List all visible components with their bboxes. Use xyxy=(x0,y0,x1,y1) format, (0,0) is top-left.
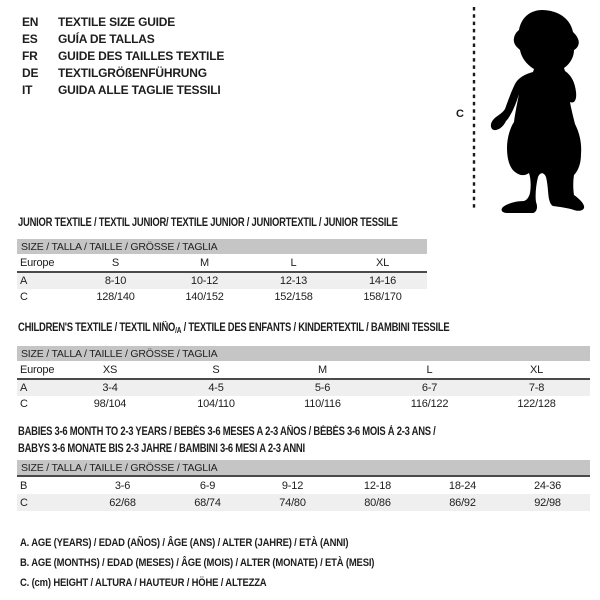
guide-title-en: TEXTILE SIZE GUIDE xyxy=(58,14,176,29)
lang-row-fr: FR GUIDE DES TAILLES TEXTILE xyxy=(22,47,224,64)
col-header-m: M xyxy=(269,361,376,380)
cell-value: 7-8 xyxy=(483,379,591,396)
size-bar: SIZE / TALLA / TAILLE / GRÖSSE / TAGLIA xyxy=(17,239,428,254)
babies-heading-line1: BABIES 3-6 MONTH TO 2-3 YEARS / BEBÉS 3-… xyxy=(18,426,436,438)
cell-value: 62/68 xyxy=(80,494,165,511)
babies-section-heading: BABIES 3-6 MONTH TO 2-3 YEARS / BEBÉS 3-… xyxy=(18,424,436,458)
column-header-row: Europe S M L XL xyxy=(17,254,428,273)
cell-value: 80/86 xyxy=(335,494,420,511)
children-section-heading: CHILDREN'S TEXTILE / TEXTIL NIÑO/A / TEX… xyxy=(18,322,450,337)
cell-value: 110/116 xyxy=(304,398,341,410)
lang-row-de: DE TEXTILGRÖßENFÜHRUNG xyxy=(22,64,224,81)
col-header-s: S xyxy=(71,254,160,273)
size-bar-label: SIZE / TALLA / TAILLE / GRÖSSE / TAGLIA xyxy=(17,346,591,361)
cell-value: 74/80 xyxy=(250,494,335,511)
row-label: A xyxy=(17,272,71,289)
row-label: C xyxy=(20,291,28,303)
cell-value: 24-36 xyxy=(533,479,562,492)
cell-value: 6-7 xyxy=(376,379,483,396)
cell-value: 18-24 xyxy=(448,479,477,492)
toddler-silhouette-icon xyxy=(490,10,585,213)
column-header-row: Europe XS S M L XL xyxy=(17,361,591,380)
col-header-europe: Europe xyxy=(17,254,71,273)
lang-code: DE xyxy=(22,65,39,80)
cell-value: 4-5 xyxy=(163,379,269,396)
cell-value: 8-10 xyxy=(71,272,160,289)
cell-value: 122/128 xyxy=(517,398,556,410)
cell-value: 158/170 xyxy=(363,291,402,303)
size-bar-label: SIZE / TALLA / TAILLE / GRÖSSE / TAGLIA xyxy=(17,239,428,254)
language-title-list: EN TEXTILE SIZE GUIDE ES GUÍA DE TALLAS … xyxy=(22,13,224,98)
size-bar: SIZE / TALLA / TAILLE / GRÖSSE / TAGLIA xyxy=(17,460,591,477)
lang-code: EN xyxy=(22,14,39,29)
table-row-height: C 62/68 68/74 74/80 80/86 86/92 92/98 xyxy=(17,494,591,511)
table-row-age: A 3-4 4-5 5-6 6-7 7-8 xyxy=(17,379,591,396)
children-heading-subscript: /A xyxy=(175,326,182,335)
lang-row-en: EN TEXTILE SIZE GUIDE xyxy=(22,13,224,30)
size-bar: SIZE / TALLA / TAILLE / GRÖSSE / TAGLIA xyxy=(17,346,591,361)
legend-notes: A. AGE (YEARS) / EDAD (AÑOS) / ÂGE (ANS)… xyxy=(20,533,432,593)
cell-value: 12-13 xyxy=(249,272,338,289)
children-heading-pre: CHILDREN'S TEXTILE / TEXTIL NIÑO xyxy=(18,322,176,334)
table-row-height: C 98/104 104/110 110/116 116/122 122/128 xyxy=(17,396,590,412)
table-row-months: B 3-6 6-9 9-12 12-18 18-24 24-36 xyxy=(17,476,590,494)
guide-title-es: GUÍA DE TALLAS xyxy=(58,31,155,46)
cell-value: 92/98 xyxy=(505,494,591,511)
row-label: B xyxy=(20,479,28,492)
lang-row-es: ES GUÍA DE TALLAS xyxy=(22,30,224,47)
cell-value: 86/92 xyxy=(420,494,505,511)
babies-heading-line2: BABYS 3-6 MONATE BIS 2-3 JAHRE / BAMBINI… xyxy=(18,443,305,455)
cell-value: 152/158 xyxy=(274,291,313,303)
cell-value: 3-4 xyxy=(57,379,163,396)
babies-size-table: SIZE / TALLA / TAILLE / GRÖSSE / TAGLIA … xyxy=(17,460,591,511)
col-header-xl: XL xyxy=(338,254,428,273)
lang-code: ES xyxy=(22,31,38,46)
table-row-age: A 8-10 10-12 12-13 14-16 xyxy=(17,272,428,289)
row-label: C xyxy=(20,398,28,410)
row-label: A xyxy=(17,379,57,396)
cell-value: 104/110 xyxy=(197,398,235,410)
height-marker-label: C xyxy=(456,108,464,120)
table-row-height: C 128/140 140/152 152/158 158/170 xyxy=(17,289,427,305)
cell-value: 128/140 xyxy=(96,291,135,303)
note-age-years: A. AGE (YEARS) / EDAD (AÑOS) / ÂGE (ANS)… xyxy=(20,537,349,549)
col-header-m: M xyxy=(160,254,249,273)
guide-title-de: TEXTILGRÖßENFÜHRUNG xyxy=(58,65,207,80)
cell-value: 9-12 xyxy=(281,479,304,492)
cell-value: 10-12 xyxy=(160,272,249,289)
children-heading-post: / TEXTILE DES ENFANTS / KINDERTEXTIL / B… xyxy=(181,322,450,334)
children-size-table: SIZE / TALLA / TAILLE / GRÖSSE / TAGLIA … xyxy=(17,346,591,412)
col-header-xl: XL xyxy=(483,361,591,380)
cell-value: 116/122 xyxy=(410,398,449,410)
height-dashed-line xyxy=(472,7,476,211)
cell-value: 14-16 xyxy=(338,272,428,289)
cell-value: 98/104 xyxy=(93,398,127,410)
col-header-l: L xyxy=(376,361,483,380)
cell-value: 6-9 xyxy=(199,479,216,492)
lang-code: IT xyxy=(22,82,33,97)
cell-value: 12-18 xyxy=(363,479,392,492)
junior-size-table: SIZE / TALLA / TAILLE / GRÖSSE / TAGLIA … xyxy=(17,239,428,305)
guide-title-fr: GUIDE DES TAILLES TEXTILE xyxy=(58,48,225,63)
row-label: C xyxy=(17,494,80,511)
col-header-s: S xyxy=(163,361,269,380)
cell-value: 5-6 xyxy=(269,379,376,396)
col-header-xs: XS xyxy=(57,361,163,380)
col-header-europe: Europe xyxy=(17,361,57,380)
junior-section-heading: JUNIOR TEXTILE / TEXTIL JUNIOR/ TEXTILE … xyxy=(18,217,398,229)
cell-value: 68/74 xyxy=(165,494,250,511)
lang-code: FR xyxy=(22,48,38,63)
size-bar-label: SIZE / TALLA / TAILLE / GRÖSSE / TAGLIA xyxy=(17,460,591,477)
note-height: C. (cm) HEIGHT / ALTURA / HAUTEUR / HÖHE… xyxy=(20,577,267,589)
col-header-l: L xyxy=(249,254,338,273)
guide-title-it: GUIDA ALLE TAGLIE TESSILI xyxy=(58,82,221,97)
note-age-months: B. AGE (MONTHS) / EDAD (MESES) / ÂGE (MO… xyxy=(20,557,375,569)
lang-row-it: IT GUIDA ALLE TAGLIE TESSILI xyxy=(22,81,224,98)
cell-value: 140/152 xyxy=(185,291,224,303)
cell-value: 3-6 xyxy=(114,479,131,492)
